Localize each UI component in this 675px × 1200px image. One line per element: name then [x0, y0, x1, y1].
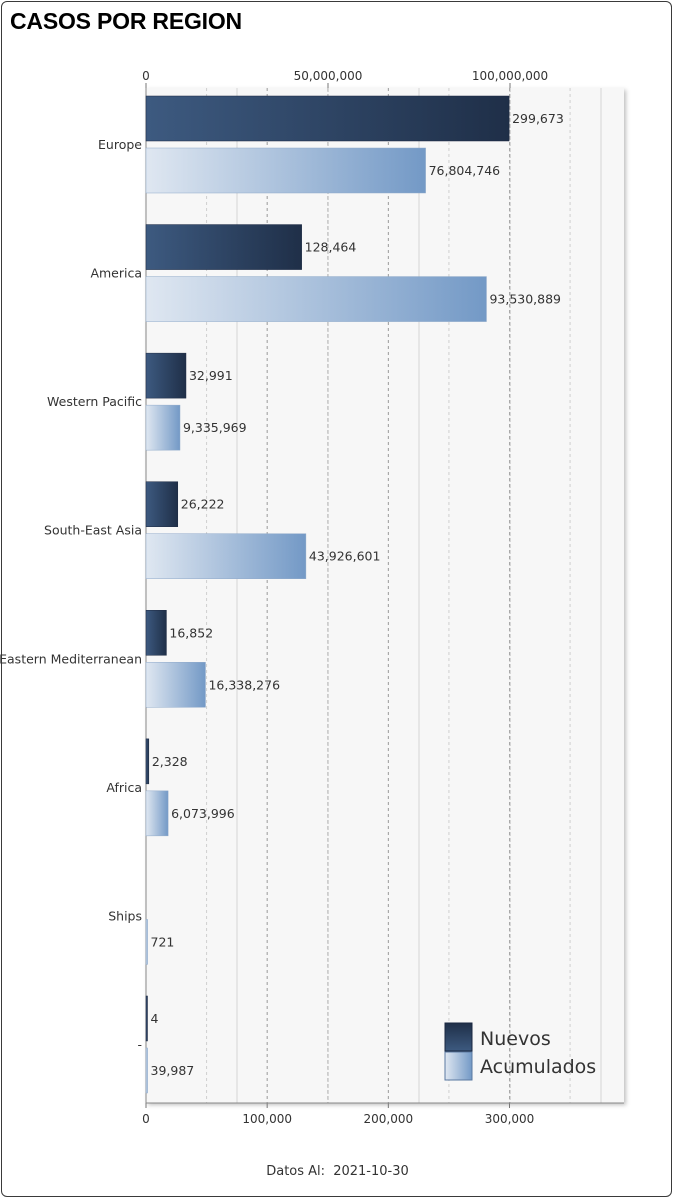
tick-label-bottom: 300,000: [485, 1112, 535, 1126]
bar-acumulados: [145, 919, 148, 965]
data-label-nuevos: 299,673: [512, 111, 564, 126]
footer: Datos Al: 2021-10-30: [0, 1164, 675, 1179]
data-label-nuevos: 16,852: [169, 625, 213, 640]
tick-label-top: 50,000,000: [294, 69, 363, 83]
footer-date: 2021-10-30: [333, 1164, 409, 1179]
bar-acumulados: [145, 662, 206, 708]
tick-label-top: 100,000,000: [472, 69, 548, 83]
data-label-acumulados: 6,073,996: [171, 806, 235, 821]
legend-label-acumulados: Acumulados: [480, 1056, 596, 1078]
bar-nuevos: [145, 995, 148, 1042]
bar-nuevos: [145, 481, 179, 527]
bar-acumulados: [145, 1047, 148, 1094]
bar-acumulados: [145, 404, 181, 451]
tick-label-bottom: 100,000: [242, 1112, 292, 1126]
bar-nuevos: [145, 610, 167, 656]
data-label-acumulados: 9,335,969: [183, 420, 247, 435]
bar-nuevos: [145, 95, 510, 142]
legend-swatch-nuevos: [444, 1022, 473, 1052]
data-label-nuevos: 128,464: [305, 240, 357, 255]
category-label: Western Pacific: [47, 394, 142, 409]
bar-nuevos: [145, 352, 187, 399]
data-label-nuevos: 2,328: [152, 754, 188, 769]
category-label: Ships: [108, 908, 142, 923]
legend-label-nuevos: Nuevos: [480, 1028, 551, 1050]
data-label-nuevos: 32,991: [189, 368, 233, 383]
data-label-acumulados: 76,804,746: [429, 163, 501, 178]
category-label: Eastern Mediterranean: [0, 651, 142, 666]
data-label-acumulados: 39,987: [151, 1063, 195, 1078]
tick-label-bottom: 0: [142, 1112, 150, 1126]
category-label: -: [137, 1037, 142, 1052]
bar-nuevos: [145, 738, 150, 785]
data-label-nuevos: 26,222: [181, 497, 225, 512]
category-label: America: [90, 266, 142, 281]
data-label-acumulados: 93,530,889: [489, 292, 561, 307]
bar-nuevos: [145, 224, 302, 270]
footer-label: Datos Al:: [266, 1164, 326, 1179]
tick-label-bottom: 200,000: [364, 1112, 414, 1126]
legend-swatch-acumulados: [444, 1051, 473, 1081]
data-label-nuevos: 4: [151, 1011, 159, 1026]
bar-acumulados: [145, 790, 169, 837]
category-label: Europe: [98, 137, 142, 152]
bar-acumulados: [145, 533, 307, 579]
data-label-acumulados: 721: [151, 934, 175, 949]
data-label-acumulados: 16,338,276: [208, 677, 280, 692]
category-label: Africa: [106, 780, 142, 795]
tick-label-top: 0: [142, 69, 150, 83]
category-label: South-East Asia: [44, 523, 142, 538]
bar-acumulados: [145, 276, 487, 322]
data-label-acumulados: 43,926,601: [309, 549, 381, 564]
bar-acumulados: [145, 147, 426, 194]
chart-title: CASOS POR REGION: [10, 8, 242, 34]
